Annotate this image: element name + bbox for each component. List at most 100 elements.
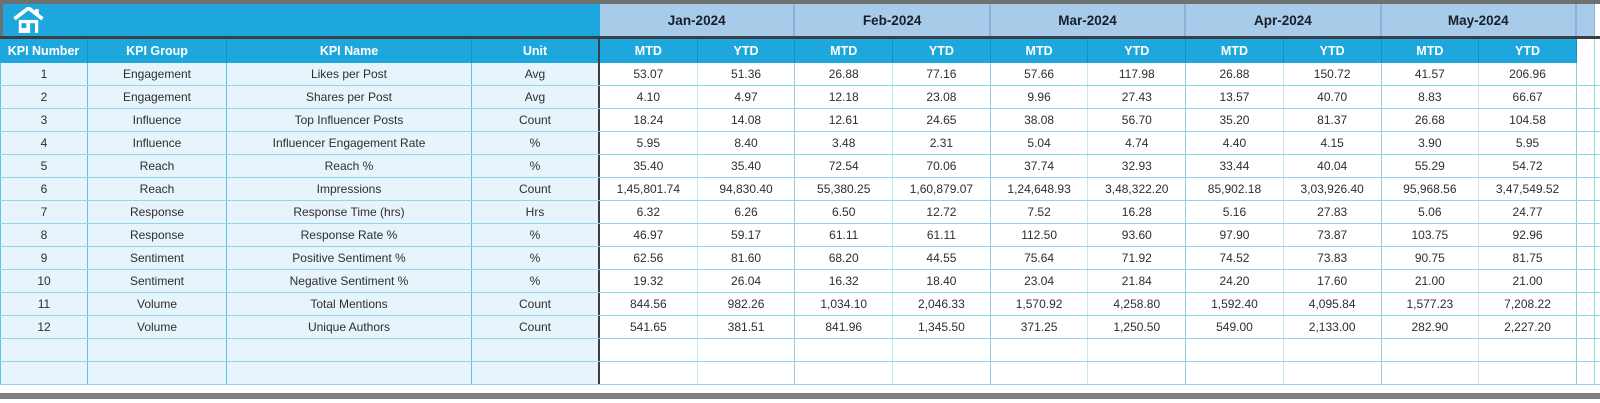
cell-value[interactable]: 371.25 xyxy=(990,316,1089,338)
cell-number[interactable]: 6 xyxy=(0,178,88,200)
cell-number[interactable]: 1 xyxy=(0,63,88,85)
cell-value[interactable] xyxy=(1479,339,1577,361)
home-icon[interactable] xyxy=(12,6,45,34)
cell-unit[interactable]: % xyxy=(472,270,600,292)
cell-number[interactable]: 10 xyxy=(0,270,88,292)
cell-number[interactable]: 9 xyxy=(0,247,88,269)
cell-value[interactable]: 41.57 xyxy=(1381,63,1480,85)
cell-value[interactable]: 59.17 xyxy=(697,224,796,246)
column-header-apr-2024-ytd[interactable]: YTD xyxy=(1284,39,1382,63)
cell-value[interactable]: 103.75 xyxy=(1381,224,1480,246)
column-header-may-2024-mtd[interactable]: MTD xyxy=(1382,39,1480,63)
cell-value[interactable] xyxy=(697,362,796,384)
cell-group[interactable]: Engagement xyxy=(88,86,227,108)
cell-value[interactable]: 57.66 xyxy=(990,63,1089,85)
cell-value[interactable]: 92.96 xyxy=(1479,224,1577,246)
cell-value[interactable]: 9.96 xyxy=(990,86,1089,108)
month-header-4[interactable]: Apr-2024 xyxy=(1186,4,1382,36)
cell-value[interactable]: 54.72 xyxy=(1479,155,1577,177)
cell-value[interactable]: 26.88 xyxy=(1186,63,1284,85)
cell-group[interactable]: Reach xyxy=(88,178,227,200)
cell-value[interactable]: 23.04 xyxy=(990,270,1089,292)
cell-unit[interactable]: Avg xyxy=(472,86,600,108)
cell-group[interactable] xyxy=(88,339,227,361)
cell-value[interactable]: 24.20 xyxy=(1186,270,1284,292)
cell-value[interactable]: 2,133.00 xyxy=(1283,316,1382,338)
month-header-1[interactable]: Jan-2024 xyxy=(600,4,796,36)
cell-value[interactable]: 5.95 xyxy=(600,132,698,154)
cell-value[interactable]: 33.44 xyxy=(1186,155,1284,177)
cell-value[interactable]: 18.24 xyxy=(600,109,698,131)
cell-value[interactable]: 94,830.40 xyxy=(697,178,796,200)
cell-value[interactable] xyxy=(600,339,698,361)
cell-value[interactable]: 381.51 xyxy=(697,316,796,338)
cell-value[interactable]: 35.40 xyxy=(600,155,698,177)
cell-value[interactable]: 2,046.33 xyxy=(893,293,991,315)
cell-value[interactable] xyxy=(1283,362,1382,384)
cell-value[interactable] xyxy=(1186,362,1284,384)
cell-value[interactable] xyxy=(1283,339,1382,361)
cell-value[interactable]: 3.90 xyxy=(1381,132,1480,154)
cell-value[interactable]: 81.60 xyxy=(697,247,796,269)
cell-unit[interactable]: Count xyxy=(472,178,600,200)
cell-value[interactable] xyxy=(893,362,991,384)
cell-unit[interactable]: Count xyxy=(472,109,600,131)
cell-value[interactable]: 1,45,801.74 xyxy=(600,178,698,200)
column-header-kpi-group[interactable]: KPI Group xyxy=(88,39,227,63)
cell-unit[interactable]: % xyxy=(472,224,600,246)
cell-name[interactable]: Positive Sentiment % xyxy=(227,247,472,269)
cell-value[interactable]: 541.65 xyxy=(600,316,698,338)
cell-value[interactable]: 90.75 xyxy=(1381,247,1480,269)
cell-value[interactable]: 841.96 xyxy=(795,316,894,338)
cell-value[interactable]: 206.96 xyxy=(1479,63,1577,85)
cell-value[interactable]: 51.36 xyxy=(697,63,796,85)
cell-value[interactable]: 12.61 xyxy=(795,109,894,131)
cell-group[interactable]: Response xyxy=(88,224,227,246)
cell-name[interactable]: Likes per Post xyxy=(227,63,472,85)
cell-value[interactable]: 1,345.50 xyxy=(893,316,991,338)
cell-value[interactable]: 1,60,879.07 xyxy=(893,178,991,200)
column-header-feb-2024-mtd[interactable]: MTD xyxy=(795,39,894,63)
cell-value[interactable]: 4.40 xyxy=(1186,132,1284,154)
cell-value[interactable] xyxy=(795,339,894,361)
cell-name[interactable] xyxy=(227,339,472,361)
cell-value[interactable]: 35.20 xyxy=(1186,109,1284,131)
cell-unit[interactable]: Hrs xyxy=(472,201,600,223)
cell-group[interactable]: Sentiment xyxy=(88,247,227,269)
cell-value[interactable]: 93.60 xyxy=(1088,224,1187,246)
month-header-3[interactable]: Mar-2024 xyxy=(991,4,1187,36)
cell-value[interactable]: 12.18 xyxy=(795,86,894,108)
cell-value[interactable] xyxy=(990,362,1089,384)
cell-value[interactable]: 18.40 xyxy=(893,270,991,292)
cell-value[interactable]: 75.64 xyxy=(990,247,1089,269)
cell-number[interactable] xyxy=(0,362,88,384)
cell-number[interactable]: 4 xyxy=(0,132,88,154)
column-header-jan-2024-mtd[interactable]: MTD xyxy=(600,39,698,63)
cell-value[interactable]: 73.83 xyxy=(1283,247,1382,269)
cell-value[interactable]: 6.26 xyxy=(697,201,796,223)
cell-value[interactable] xyxy=(697,339,796,361)
cell-value[interactable]: 4.97 xyxy=(697,86,796,108)
cell-number[interactable] xyxy=(0,339,88,361)
column-header-kpi-name[interactable]: KPI Name xyxy=(227,39,472,63)
cell-value[interactable]: 8.83 xyxy=(1381,86,1480,108)
cell-value[interactable]: 44.55 xyxy=(893,247,991,269)
cell-value[interactable]: 1,24,648.93 xyxy=(990,178,1089,200)
cell-value[interactable]: 1,034.10 xyxy=(795,293,894,315)
cell-unit[interactable]: % xyxy=(472,132,600,154)
cell-value[interactable]: 7.52 xyxy=(990,201,1089,223)
cell-value[interactable]: 70.06 xyxy=(893,155,991,177)
cell-value[interactable]: 6.32 xyxy=(600,201,698,223)
cell-value[interactable]: 71.92 xyxy=(1088,247,1187,269)
cell-value[interactable]: 5.04 xyxy=(990,132,1089,154)
cell-value[interactable] xyxy=(893,339,991,361)
cell-number[interactable]: 5 xyxy=(0,155,88,177)
cell-value[interactable]: 2,227.20 xyxy=(1479,316,1577,338)
cell-value[interactable] xyxy=(795,362,894,384)
cell-group[interactable]: Volume xyxy=(88,316,227,338)
cell-value[interactable]: 4,258.80 xyxy=(1088,293,1187,315)
column-header-jan-2024-ytd[interactable]: YTD xyxy=(698,39,796,63)
cell-value[interactable] xyxy=(1088,362,1187,384)
cell-name[interactable]: Total Mentions xyxy=(227,293,472,315)
cell-value[interactable]: 8.40 xyxy=(697,132,796,154)
